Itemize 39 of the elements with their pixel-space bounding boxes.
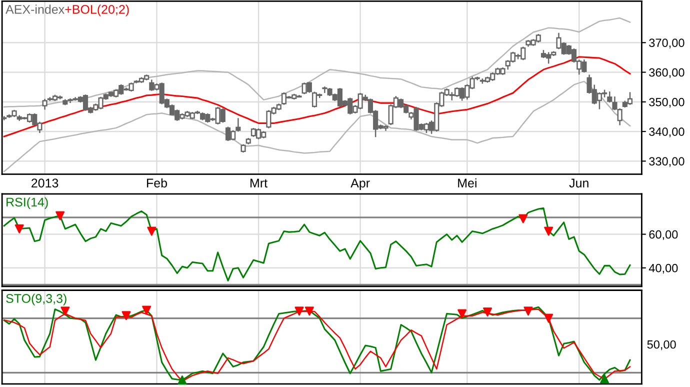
point — [544, 226, 554, 236]
x-tick-label: Mrt — [250, 178, 268, 188]
candlestick — [42, 98, 48, 110]
x-tick-label: Feb — [147, 178, 168, 188]
point — [294, 306, 304, 316]
x-tick-label: Jun — [569, 178, 588, 188]
point — [142, 306, 152, 315]
point — [524, 306, 533, 316]
point — [60, 306, 70, 316]
x-tick-label: Apr — [350, 178, 370, 190]
y-tick-label: 40,00 — [648, 264, 678, 274]
candlestick — [236, 118, 241, 132]
point — [600, 374, 610, 384]
y-tick-label: 360,00 — [649, 68, 684, 78]
point — [483, 307, 492, 316]
point — [56, 211, 65, 220]
y-tick-label: 330,00 — [649, 157, 684, 167]
point — [147, 226, 156, 236]
series-label: STO(9,3,3) — [6, 294, 66, 306]
text: +BOL(20;2) — [65, 4, 129, 16]
y-tick-label: 340,00 — [649, 128, 684, 138]
line-series — [3, 207, 631, 282]
y-tick-label: 350,00 — [649, 98, 684, 108]
y-tick-label: 60,00 — [649, 230, 678, 240]
point — [304, 306, 314, 316]
text: AEX-index — [6, 4, 64, 14]
x-tick-label: Mei — [458, 178, 476, 188]
series-label: RSI(14) — [6, 197, 48, 210]
point — [544, 314, 554, 323]
y-tick-label: 370,00 — [649, 38, 684, 48]
x-tick-label: 2013 — [32, 178, 58, 188]
line-series — [3, 17, 631, 108]
point — [458, 309, 467, 318]
point — [518, 214, 528, 224]
point — [14, 224, 24, 234]
text: 50,00 — [647, 340, 676, 350]
line-series — [3, 56, 631, 138]
point — [178, 375, 187, 384]
point — [122, 311, 131, 320]
